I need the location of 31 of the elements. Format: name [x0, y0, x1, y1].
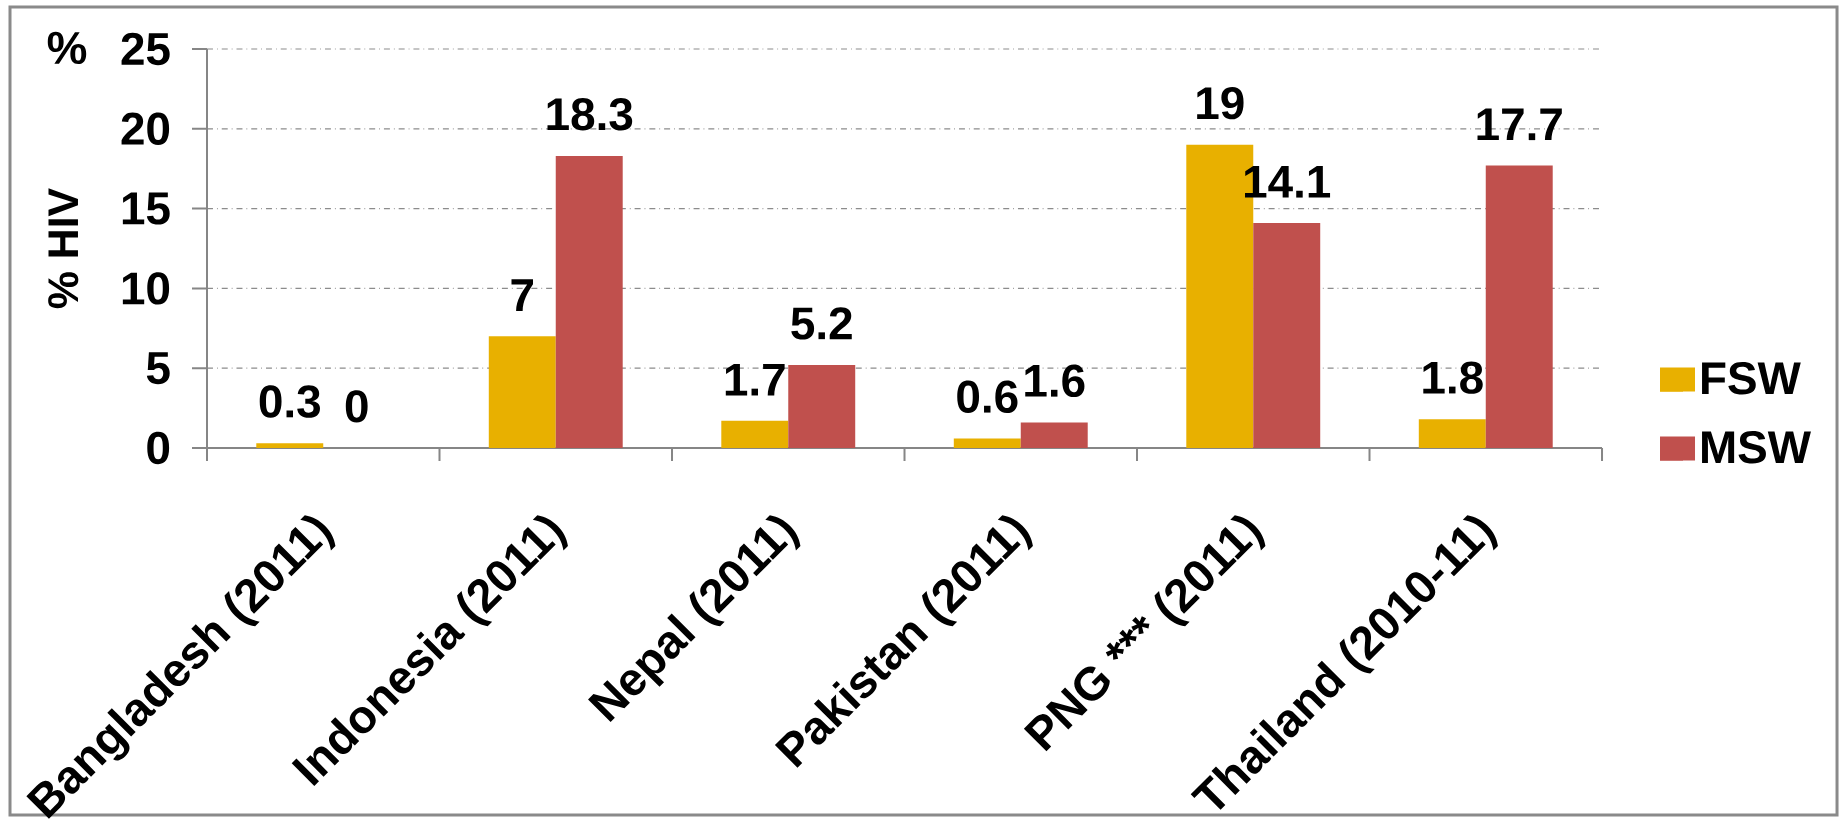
data-label: 0	[345, 390, 368, 423]
y-tick-label: 15	[122, 192, 170, 225]
data-label: 1.8	[1423, 361, 1483, 394]
y-tick-label: 10	[122, 272, 170, 305]
bar	[1253, 222, 1321, 448]
data-label: 5.2	[791, 307, 852, 340]
bar	[788, 365, 856, 448]
y-tick-label: 20	[121, 112, 170, 146]
legend-label: MSW	[1702, 431, 1811, 464]
data-label: 1.7	[725, 363, 785, 396]
bar	[1485, 165, 1553, 448]
y-tick-label: 5	[146, 352, 170, 385]
bar	[256, 443, 324, 448]
legend-label: FSW	[1702, 362, 1801, 395]
bar	[1418, 419, 1486, 448]
data-label: 18.3	[547, 98, 633, 131]
y-tick-label: 0	[147, 431, 170, 465]
data-label: 1.6	[1025, 364, 1085, 398]
data-label: 0.3	[259, 385, 320, 418]
bar	[1020, 422, 1088, 448]
data-label: 17.7	[1477, 108, 1562, 141]
bar	[953, 438, 1021, 448]
bar	[721, 420, 789, 448]
bar	[555, 155, 623, 448]
data-label: 19	[1197, 86, 1244, 120]
text: %	[47, 31, 87, 65]
data-label: 7	[511, 279, 533, 311]
y-tick-label: 25	[121, 32, 170, 66]
y-axis-title: % HIV	[48, 188, 79, 309]
bar	[488, 336, 556, 448]
data-label: 0.6	[957, 380, 1018, 414]
